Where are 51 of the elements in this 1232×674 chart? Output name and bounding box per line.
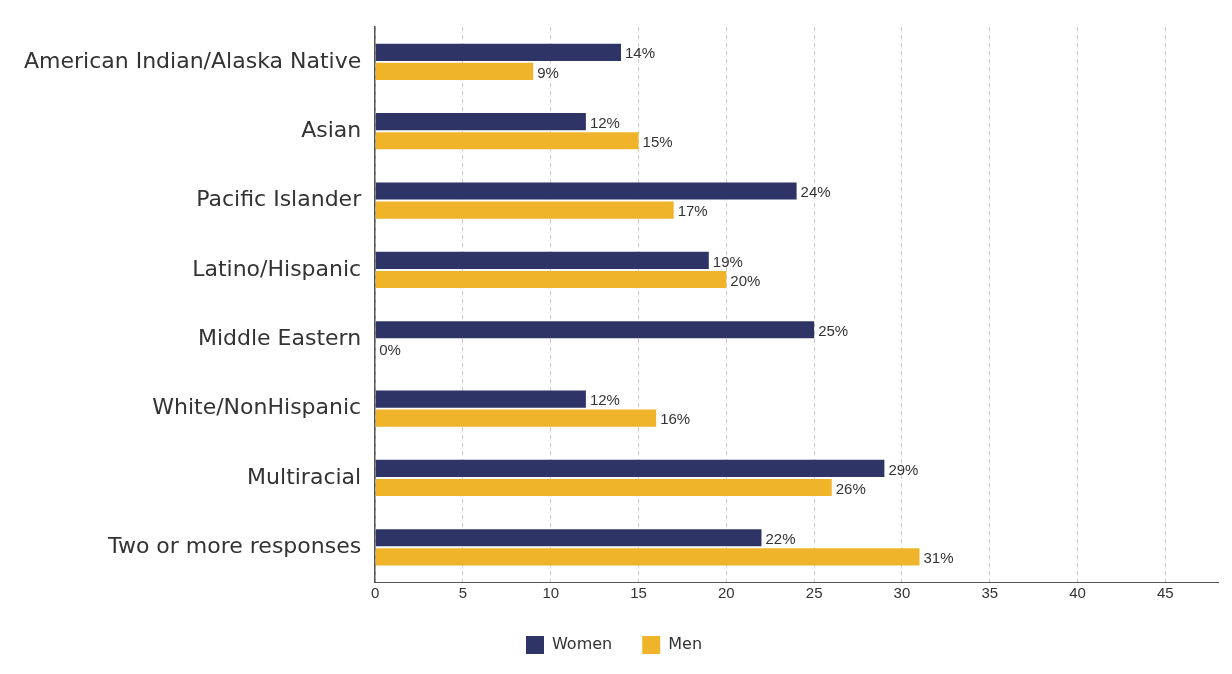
y-tick-label: Pacific Islander: [196, 186, 363, 212]
bar: [375, 62, 534, 80]
data-label: 9%: [537, 63, 559, 81]
bar: [375, 390, 586, 408]
x-tick-label: 0: [371, 584, 380, 602]
bar: [375, 182, 797, 200]
bar: [375, 548, 920, 566]
x-tick-label: 25: [805, 584, 823, 602]
x-tick-label: 15: [630, 584, 647, 602]
bar: [375, 251, 709, 269]
bar: [375, 113, 586, 131]
bar: [375, 43, 622, 61]
y-tick-label: Latino/Hispanic: [192, 255, 362, 281]
bar: [375, 201, 674, 219]
data-label: 19%: [712, 252, 743, 270]
x-tick-label: 5: [458, 584, 468, 602]
bar: [375, 270, 727, 289]
bar: [375, 132, 639, 150]
data-label: 12%: [589, 113, 620, 131]
bar: [375, 459, 885, 478]
x-tick-label: 35: [981, 584, 999, 602]
data-label: 16%: [660, 410, 691, 428]
legend-label: Women: [551, 634, 613, 654]
data-label: 25%: [818, 321, 849, 339]
x-tick-label: 30: [893, 584, 911, 602]
data-label: 17%: [677, 202, 708, 220]
data-label: 24%: [800, 183, 831, 201]
x-tick-label: 20: [718, 584, 735, 602]
bar: [375, 409, 657, 427]
data-label: 12%: [589, 391, 620, 409]
legend-label: Men: [668, 634, 703, 654]
x-tick-label: 45: [1156, 584, 1174, 602]
y-tick-label: Asian: [301, 116, 362, 142]
y-tick-label: Middle Eastern: [197, 324, 362, 350]
x-tick-label: 10: [542, 584, 560, 602]
data-label: 0%: [379, 340, 401, 358]
data-label: 20%: [730, 271, 761, 289]
data-label: 26%: [835, 479, 866, 497]
data-label: 14%: [625, 44, 656, 62]
data-label: 22%: [765, 529, 796, 547]
bar: [375, 478, 832, 497]
bar: [375, 321, 815, 339]
y-tick-label: Two or more responses: [107, 533, 362, 559]
data-label: 15%: [642, 132, 673, 150]
data-label: 31%: [923, 549, 954, 566]
y-tick-label: American Indian/Alaska Native: [23, 47, 362, 73]
y-tick-label: White/NonHispanic: [152, 394, 362, 420]
x-tick-label: 40: [1069, 584, 1086, 602]
y-tick-label: Multiracial: [247, 463, 362, 489]
data-label: 29%: [888, 460, 919, 478]
bar: [375, 529, 762, 547]
